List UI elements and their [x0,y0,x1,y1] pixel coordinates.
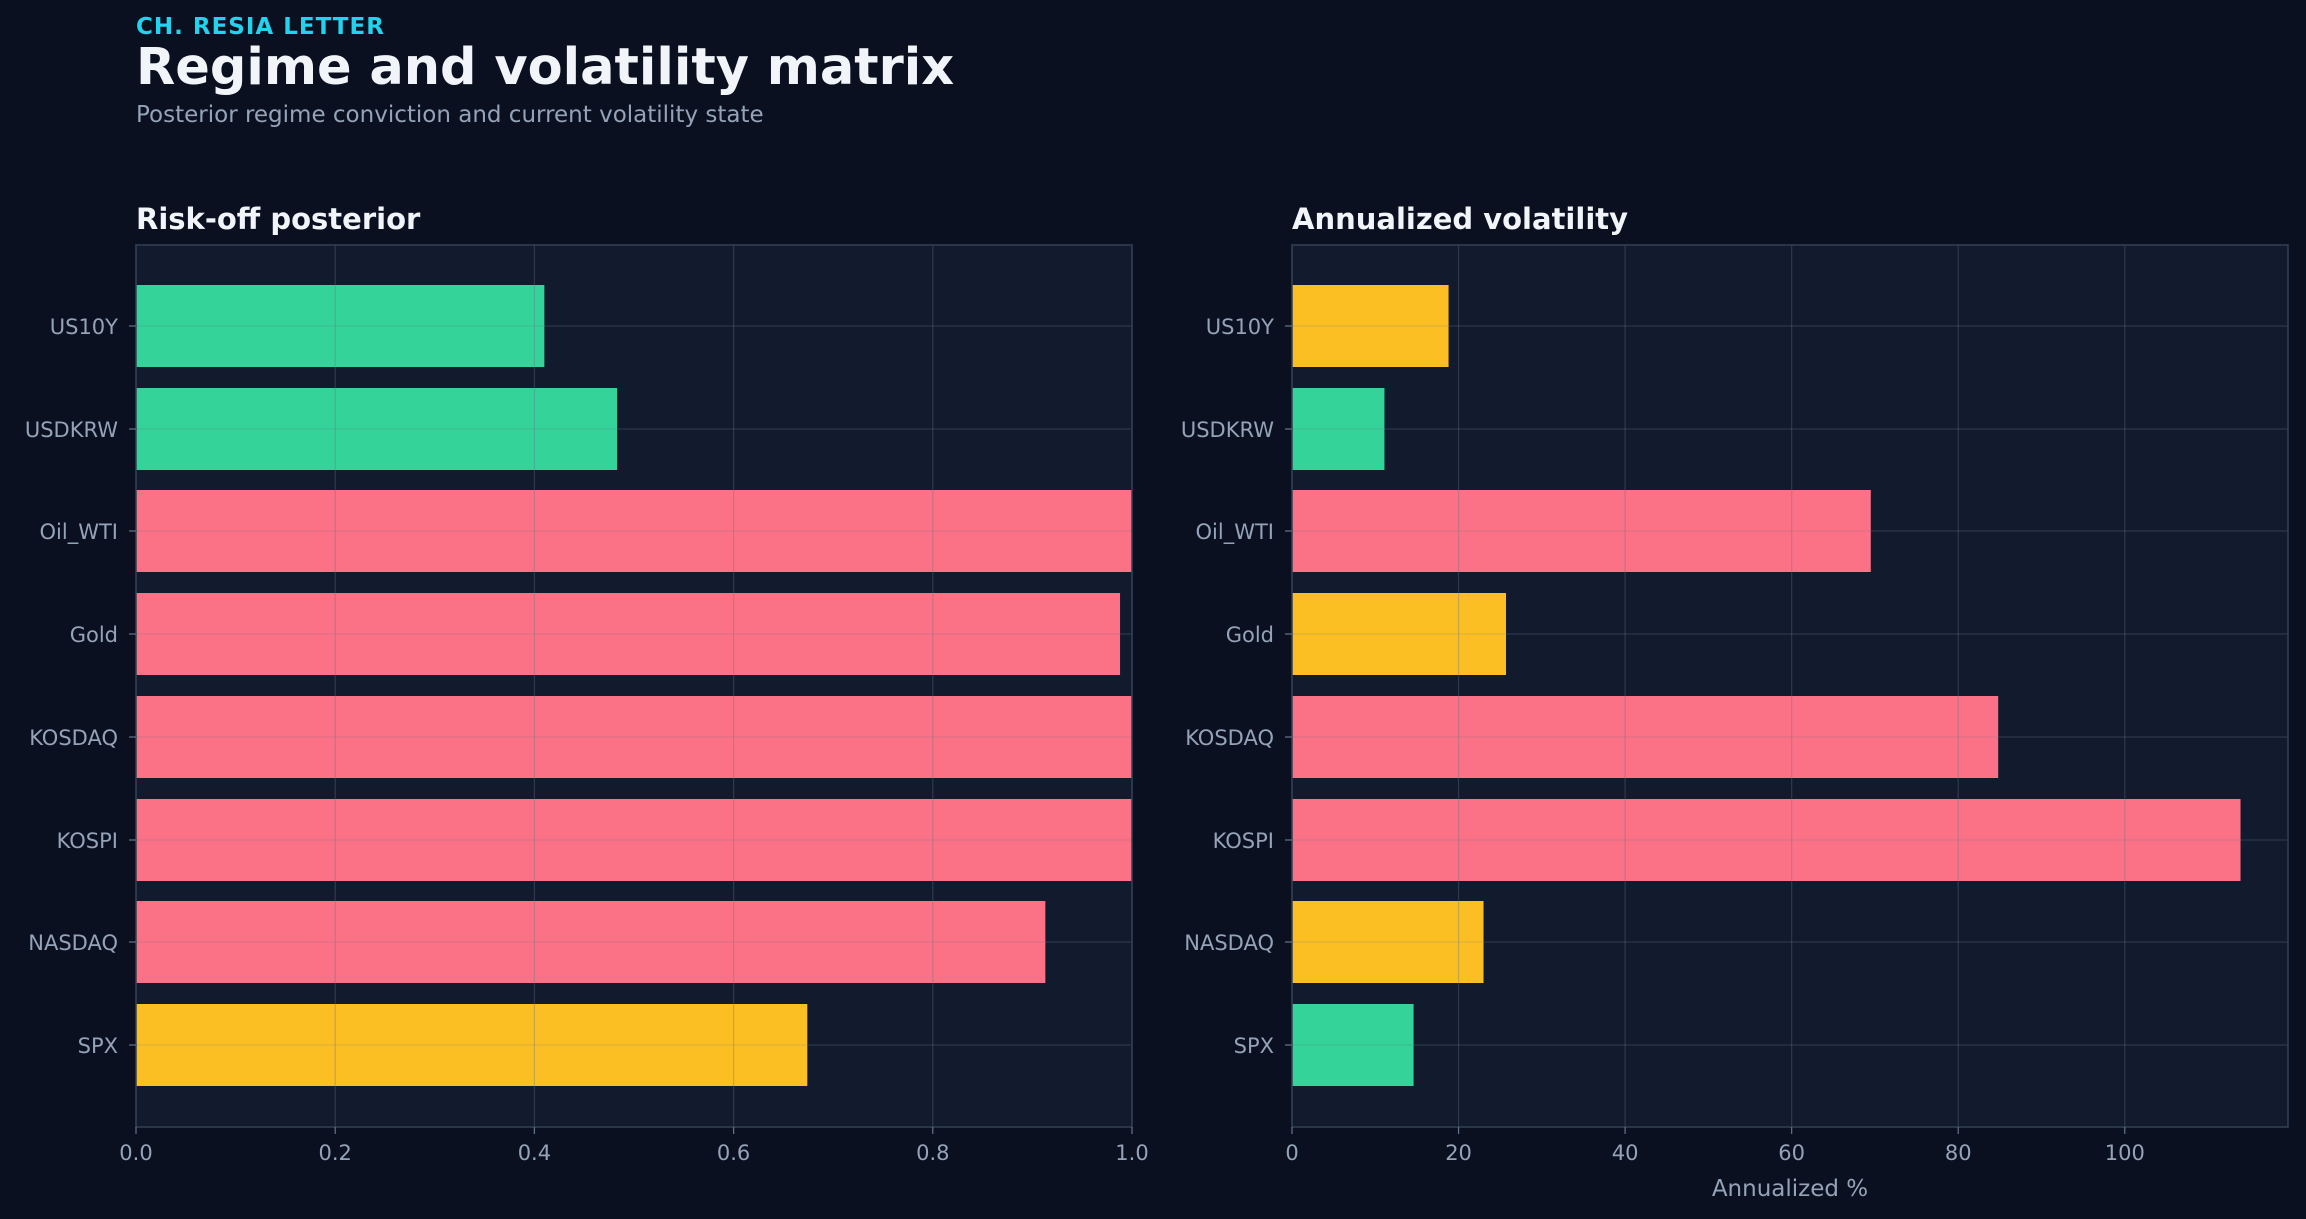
x-tick-label: 80 [1945,1141,1972,1165]
bar-us10y [136,285,545,367]
bar-usdkrw [1292,388,1385,470]
x-tick-label: 0 [1285,1141,1298,1165]
x-tick-label: 100 [2105,1141,2145,1165]
page-title: Regime and volatility matrix [136,38,955,97]
bar-gold [1292,593,1507,675]
category-label: SPX [1234,1034,1274,1058]
bar-spx [1292,1004,1414,1086]
bar-usdkrw [136,388,618,470]
category-label: KOSDAQ [29,726,118,750]
bar-kosdaq [1292,696,1999,778]
x-tick-label: 60 [1778,1141,1805,1165]
volatility-panel-title: Annualized volatility [1292,202,1628,236]
volatility-panel: US10Y USDKRW Oil_WTI Gold KOSDAQ KOSPI NASDAQ S… [1181,202,2289,1202]
bar-us10y [1292,285,1449,367]
plot-frame [1291,244,2289,1128]
category-label: NASDAQ [28,931,118,955]
plot-frame [135,244,1133,1128]
category-label: Gold [1226,623,1274,647]
x-tick-label: 0.8 [916,1141,949,1165]
category-label: Gold [70,623,118,647]
plot-area [136,245,1132,1127]
x-tick-label: 1.0 [1115,1141,1148,1165]
bar-spx [136,1004,808,1086]
bar-kosdaq [136,696,1132,778]
x-tick-label: 0.4 [518,1141,551,1165]
category-label: USDKRW [25,418,118,442]
kicker-label: CH. RESIA LETTER [136,14,385,40]
category-label: Oil_WTI [1196,520,1274,545]
category-label: KOSPI [57,829,118,853]
x-tick-label: 40 [1612,1141,1639,1165]
category-label: USDKRW [1181,418,1274,442]
bar-oil-wti [1292,490,1871,572]
category-label: US10Y [1206,315,1274,339]
bar-kospi [136,799,1132,881]
x-tick-label: 20 [1445,1141,1472,1165]
x-axis-label: Annualized % [1712,1176,1868,1202]
category-label: SPX [78,1034,118,1058]
page-subtitle: Posterior regime conviction and current … [136,102,764,128]
plot-area [1292,245,2288,1127]
category-label: Oil_WTI [40,520,118,545]
x-tick-label: 0.6 [717,1141,750,1165]
bar-kospi [1292,799,2241,881]
bar-nasdaq [136,901,1046,983]
x-tick-label: 0.0 [119,1141,152,1165]
category-label: US10Y [50,315,118,339]
category-label: KOSDAQ [1185,726,1274,750]
category-label: KOSPI [1213,829,1274,853]
bar-nasdaq [1292,901,1484,983]
category-label: NASDAQ [1184,931,1274,955]
x-tick-label: 0.2 [318,1141,351,1165]
risk-off-panel: US10Y USDKRW Oil_WTI Gold KOSDAQ KOSPI NASDAQ S… [25,202,1149,1165]
risk-off-panel-title: Risk-off posterior [136,202,421,236]
bar-gold [136,593,1121,675]
bar-oil-wti [136,490,1132,572]
